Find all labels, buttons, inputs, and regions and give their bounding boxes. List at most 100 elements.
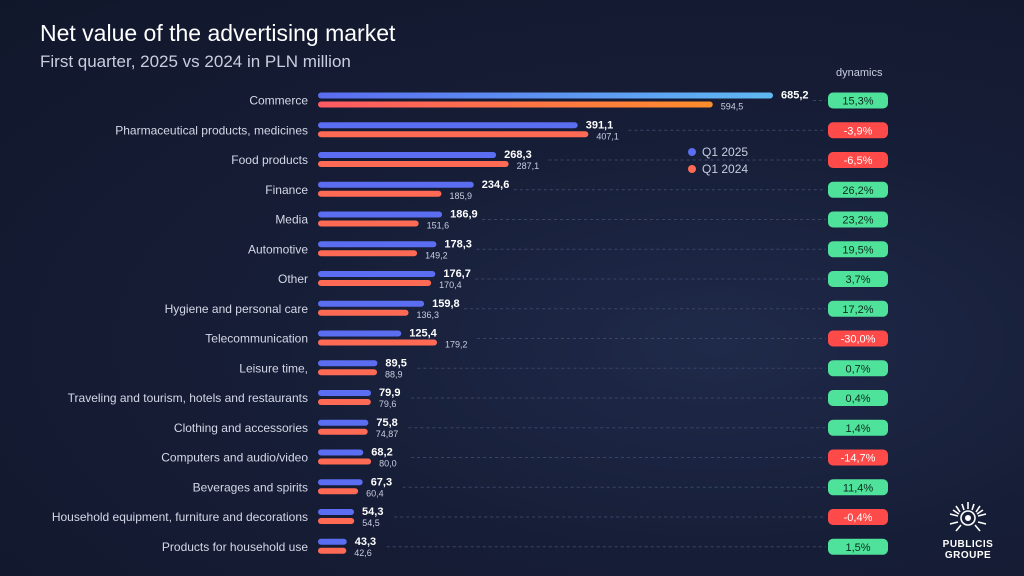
value-label-q1-2024: 179,2: [445, 340, 468, 350]
bar-q1-2025: [318, 390, 372, 396]
bar-q1-2025: [318, 181, 474, 188]
value-label-q1-2025: 159,8: [432, 298, 460, 310]
value-label-q1-2024: 407,1: [596, 131, 619, 141]
bar-q1-2024: [318, 518, 355, 524]
bar-q1-2025: [318, 211, 443, 218]
value-label-q1-2025: 68,2: [371, 447, 392, 459]
dynamics-badge: [828, 92, 888, 109]
value-label-q1-2025: 268,3: [504, 149, 532, 161]
bar-q1-2025: [318, 360, 378, 367]
bar-q1-2024: [318, 339, 437, 346]
bar-q1-2025: [318, 449, 364, 456]
bar-q1-2025: [318, 152, 497, 158]
bar-q1-2025: [318, 92, 773, 99]
dynamics-badge: [828, 181, 888, 198]
value-label-q1-2024: 185,9: [449, 191, 472, 201]
bar-q1-2024: [318, 220, 419, 227]
bar-q1-2025: [318, 122, 578, 129]
bar-q1-2025: [318, 419, 369, 426]
value-label-q1-2025: 125,4: [409, 328, 437, 340]
dynamics-value: 15,3%: [842, 96, 873, 108]
dynamics-value: 3,7%: [845, 274, 870, 286]
bar-q1-2024: [318, 309, 409, 316]
value-label-q1-2024: 88,9: [385, 369, 403, 379]
logo-text-line1: PUBLICIS: [942, 539, 994, 550]
logo-text-line2: GROUPE: [944, 550, 992, 561]
dynamics-value: 17,2%: [842, 304, 873, 316]
bar-q1-2025: [318, 241, 437, 248]
category-label: Finance: [265, 183, 308, 197]
legend-marker-q1-2025: [688, 147, 696, 156]
publicis-groupe-logo: PUBLICIS GROUPE: [928, 498, 1008, 564]
category-label: Telecommunication: [205, 332, 308, 346]
dynamics-badge: [828, 419, 888, 436]
chart-subtitle: First quarter, 2025 vs 2024 in PLN milli…: [40, 52, 351, 71]
value-label-q1-2025: 186,9: [450, 209, 478, 221]
bar-q1-2025: [318, 479, 363, 486]
value-label-q1-2025: 178,3: [444, 238, 472, 250]
dynamics-badge: [828, 449, 888, 466]
bar-q1-2024: [318, 190, 442, 197]
bar-q1-2025: [318, 300, 425, 307]
dynamics-badge: [828, 241, 888, 258]
value-label-q1-2025: 54,3: [362, 506, 383, 518]
value-label-q1-2025: 176,7: [443, 268, 471, 280]
bar-q1-2024: [318, 369, 378, 376]
category-label: Clothing and accessories: [174, 421, 308, 435]
value-label-q1-2024: 79,6: [379, 399, 397, 409]
value-label-q1-2025: 43,3: [355, 536, 376, 548]
category-label: Leisure time,: [239, 361, 308, 375]
value-label-q1-2025: 89,5: [385, 357, 406, 369]
category-label: Pharmaceutical products, medicines: [115, 123, 308, 137]
value-label-q1-2024: 42,6: [354, 548, 372, 558]
category-label: Food products: [231, 153, 308, 167]
bar-q1-2025: [318, 509, 355, 515]
bar-q1-2024: [318, 488, 359, 495]
dynamics-badge: [828, 479, 888, 496]
dynamics-badge: [828, 538, 888, 555]
dynamics-badge: [828, 271, 888, 287]
dynamics-badge: [828, 330, 888, 347]
value-label-q1-2024: 136,3: [417, 310, 440, 320]
bar-q1-2024: [318, 458, 372, 465]
category-label: Household equipment, furniture and decor…: [52, 510, 308, 524]
dynamics-badge: [828, 390, 888, 406]
value-label-q1-2024: 170,4: [439, 280, 462, 290]
dynamics-badge: [828, 509, 888, 525]
value-label-q1-2024: 80,0: [379, 459, 397, 469]
legend-label-q1-2024: Q1 2024: [702, 161, 749, 176]
category-label: Other: [278, 272, 308, 286]
category-label: Computers and audio/video: [161, 451, 308, 465]
bar-q1-2024: [318, 399, 371, 405]
legend-label-q1-2025: Q1 2025: [702, 144, 749, 159]
dynamics-value: -3,9%: [844, 125, 873, 137]
bar-q1-2024: [318, 161, 509, 167]
bar-q1-2024: [318, 280, 432, 286]
dynamics-value: 1,4%: [845, 423, 870, 435]
category-label: Automotive: [248, 242, 308, 256]
dynamics-badge: [828, 122, 888, 139]
bar-q1-2024: [318, 547, 347, 554]
category-label: Products for household use: [162, 540, 308, 554]
value-label-q1-2024: 151,6: [427, 221, 450, 231]
value-label-q1-2024: 74,87: [376, 429, 399, 439]
value-label-q1-2024: 60,4: [366, 488, 384, 498]
legend-item-q1-2025: Q1 2025: [688, 143, 748, 160]
dynamics-value: 1,5%: [845, 542, 870, 554]
dynamics-badge: [828, 211, 888, 228]
category-label: Traveling and tourism, hotels and restau…: [68, 391, 308, 405]
dynamics-badge: [828, 152, 888, 168]
value-label-q1-2024: 287,1: [517, 161, 540, 171]
dynamics-header: dynamics: [836, 67, 883, 79]
dynamics-badge: [828, 360, 888, 377]
bar-q1-2025: [318, 271, 436, 277]
category-label: Hygiene and personal care: [165, 302, 309, 316]
chart-title: Net value of the advertising market: [40, 20, 396, 46]
bar-q1-2024: [318, 101, 713, 108]
value-label-q1-2025: 685,2: [781, 90, 809, 102]
dynamics-value: 0,4%: [845, 393, 870, 405]
value-label-q1-2025: 75,8: [376, 417, 397, 429]
dynamics-value: 0,7%: [845, 363, 870, 375]
lion-emblem-icon: [949, 502, 987, 532]
